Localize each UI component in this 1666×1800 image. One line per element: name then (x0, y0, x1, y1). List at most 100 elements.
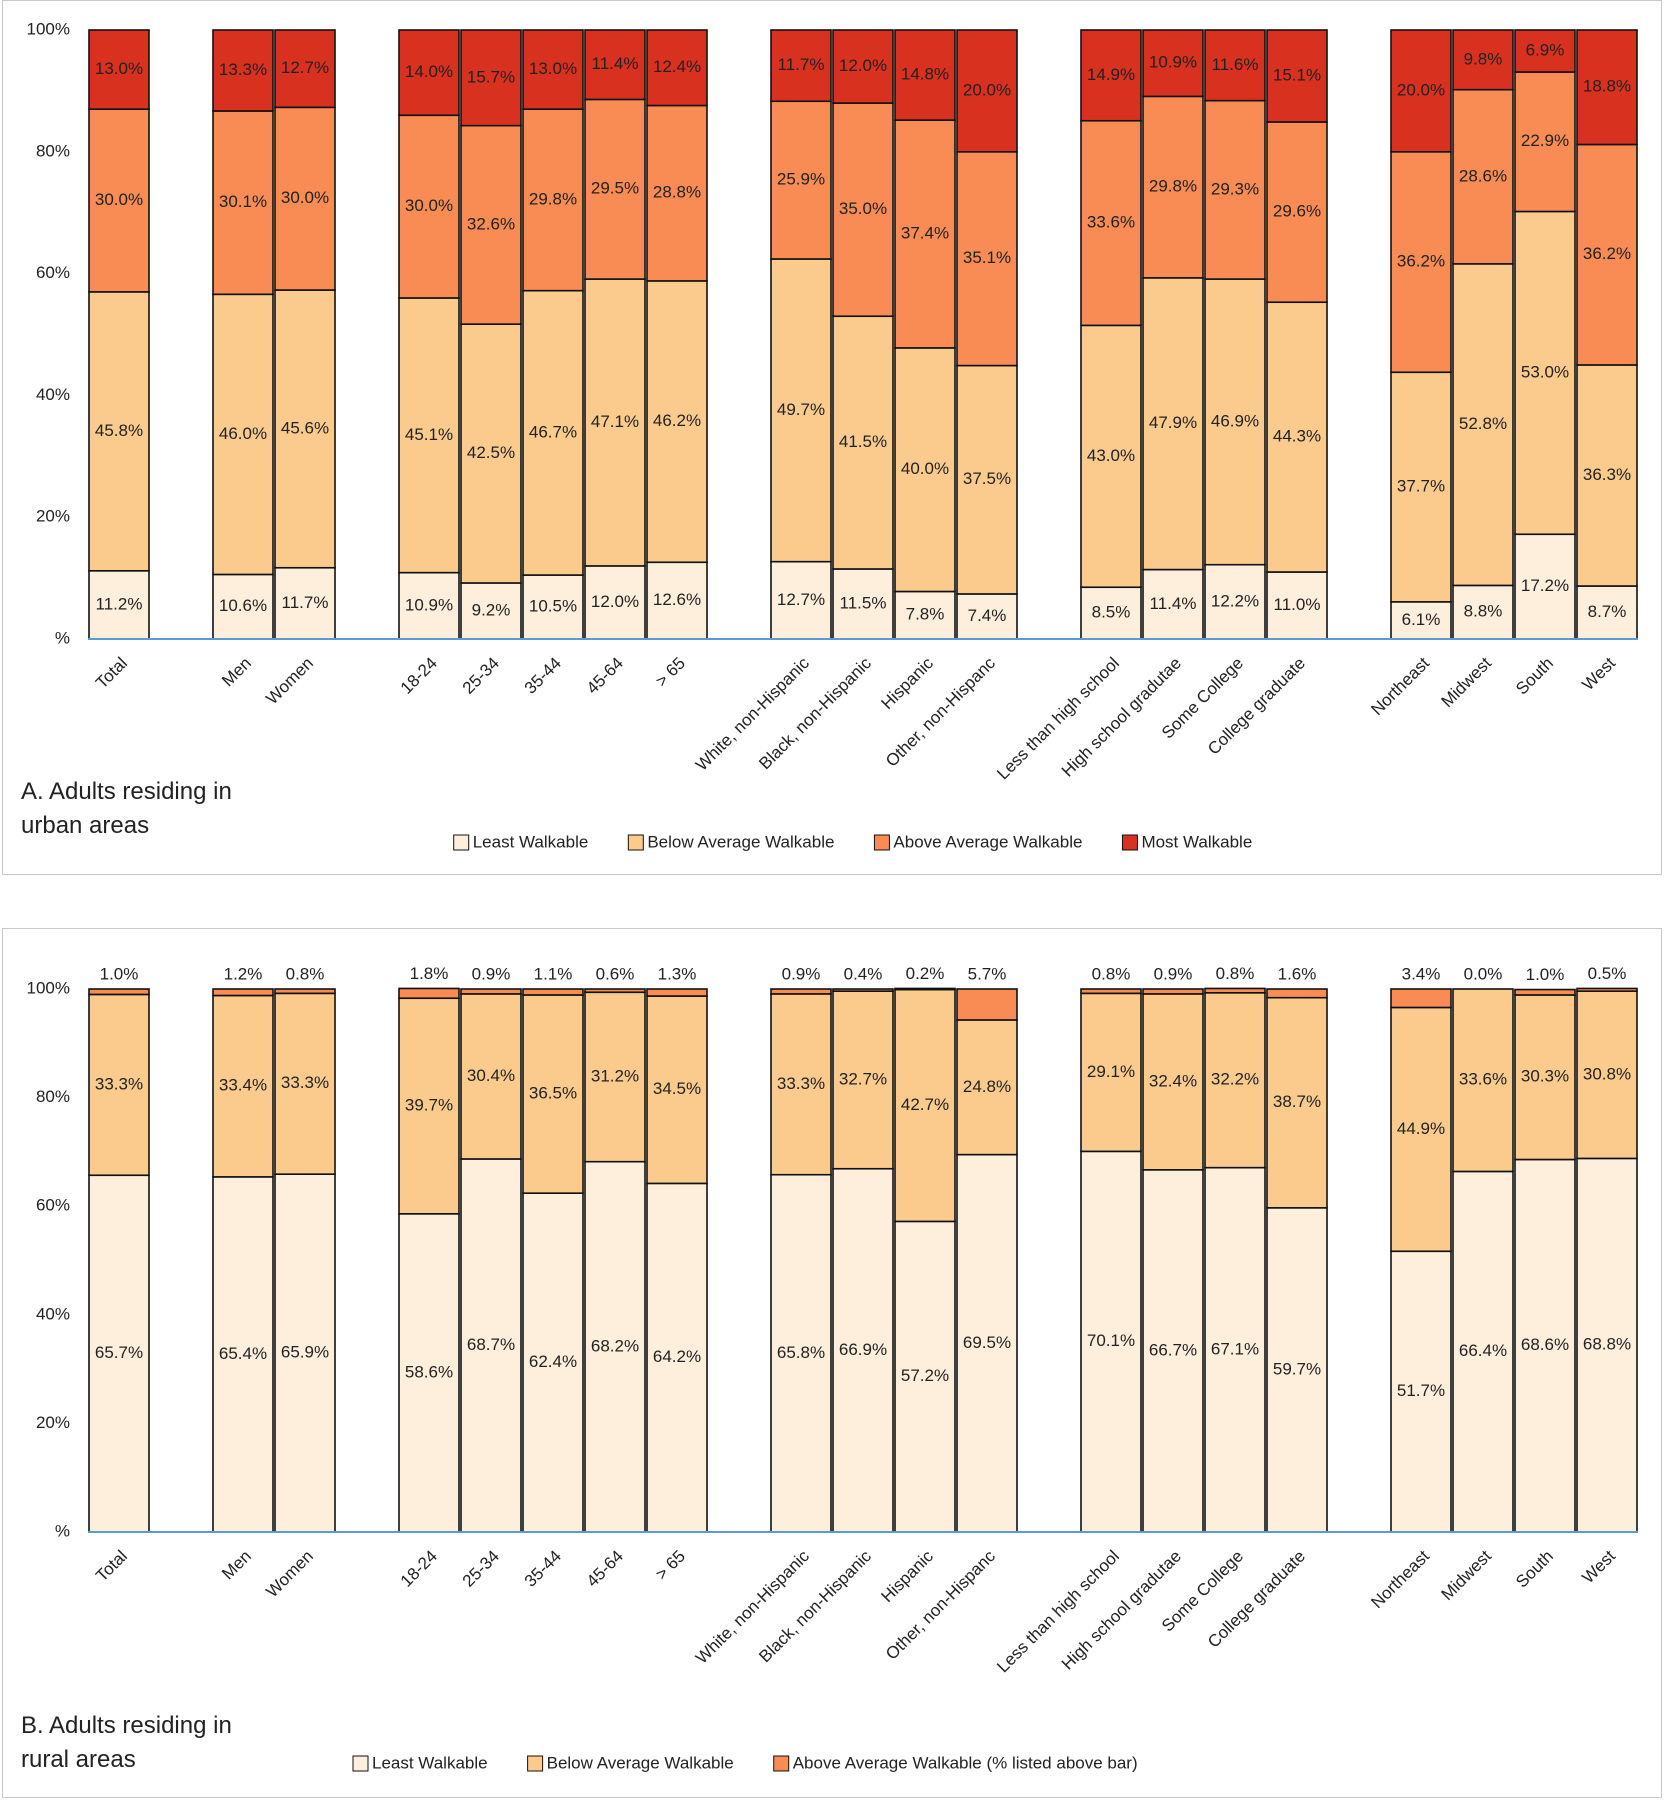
bar-segment (1390, 371, 1452, 603)
x-tick-label: 18-24 (397, 654, 441, 698)
value-label: 10.9% (405, 595, 453, 614)
x-tick-label: 18-24 (397, 1547, 441, 1591)
value-label: 47.9% (1149, 413, 1197, 432)
bar-segment (1514, 994, 1576, 1161)
value-label: 42.5% (467, 443, 515, 462)
legend-swatch (1121, 834, 1138, 851)
value-label: 1.2% (224, 964, 263, 983)
bar-segment (646, 280, 708, 564)
panel-rural: % 20% 40% 60% 80% 100% Total 65.7% 33.3% 1.0% Men 6… (2, 928, 1662, 1798)
value-label: 11.4% (1150, 594, 1197, 613)
value-label: 10.5% (529, 597, 577, 616)
x-tick-label: West (1578, 653, 1619, 694)
bar-segment (1266, 1207, 1328, 1533)
bar-segment (274, 992, 336, 1175)
legend-swatch (453, 834, 470, 851)
value-label: 46.9% (1211, 411, 1259, 430)
value-label: 22.9% (1521, 131, 1569, 150)
bar-segment (894, 988, 956, 1223)
bar-segment (212, 994, 274, 1178)
x-tick-label: 25-34 (459, 1547, 503, 1591)
value-label: 64.2% (653, 1347, 701, 1366)
x-tick-label: Men (218, 1547, 255, 1584)
value-label: 69.5% (963, 1333, 1011, 1352)
x-tick-label: West (1578, 1546, 1619, 1587)
value-label: 65.4% (219, 1344, 267, 1363)
value-label: 0.8% (1092, 964, 1131, 983)
bar-segment (522, 29, 584, 110)
value-label: 32.7% (839, 1069, 887, 1088)
value-label: 8.7% (1588, 602, 1627, 621)
y-tick-label: 40% (36, 385, 70, 404)
value-label: 6.9% (1526, 40, 1565, 59)
value-label: 0.5% (1588, 964, 1627, 983)
y-tick-label: 80% (36, 1087, 70, 1106)
value-label: 39.7% (405, 1096, 453, 1115)
value-label: 11.4% (592, 54, 639, 73)
bar-segment (646, 1182, 708, 1533)
x-tick-label: South (1512, 654, 1557, 699)
bar-segment (1142, 1169, 1204, 1533)
bar-segment (770, 993, 832, 1176)
value-label: 8.8% (1464, 602, 1503, 621)
y-tick-label: 60% (36, 263, 70, 282)
bar-segment (398, 987, 460, 1000)
value-label: 0.8% (1216, 964, 1255, 983)
value-label: 20.0% (1397, 80, 1445, 99)
bar-segment (88, 291, 150, 572)
bar-segment (1142, 95, 1204, 279)
value-label: 0.9% (1154, 964, 1193, 983)
legend-label: Most Walkable (1141, 832, 1252, 851)
bar-segment (584, 1160, 646, 1533)
value-label: 37.5% (963, 469, 1011, 488)
value-label: 14.0% (405, 62, 453, 81)
panel-urban: % 20% 40% 60% 80% 100% Total 11.2% 45.8% 30.0% 13.… (2, 0, 1662, 875)
y-tick-label: 100% (27, 19, 70, 38)
bar-segment (522, 574, 584, 640)
bar-segment (770, 100, 832, 260)
value-label: 46.2% (653, 411, 701, 430)
value-label: 65.7% (95, 1343, 143, 1362)
value-label: 12.7% (777, 590, 825, 609)
value-label: 11.6% (1212, 55, 1259, 74)
bar-segment (894, 29, 956, 121)
bar-segment (1266, 121, 1328, 304)
bar-segment (1576, 585, 1638, 640)
value-label: 40.0% (901, 459, 949, 478)
value-label: 45.6% (281, 418, 329, 437)
value-label: 15.1% (1273, 65, 1321, 84)
x-tick-label: Hispanic (877, 653, 937, 713)
value-label: 67.1% (1211, 1339, 1259, 1358)
bar-segment (646, 988, 708, 997)
value-label: 14.9% (1087, 65, 1135, 84)
value-label: 58.6% (405, 1362, 453, 1381)
legend-label: Below Average Walkable (647, 832, 834, 851)
x-tick-label: White, non-Hispanic (692, 653, 813, 774)
chart: % 20% 40% 60% 80% 100% Total 65.7% 33.3% 1.0% Men 6… (27, 964, 1638, 1772)
y-tick-label: 20% (36, 1413, 70, 1432)
bar-segment (88, 569, 150, 640)
bar-segment (212, 29, 274, 112)
x-tick-label: Less than high school (993, 654, 1123, 784)
bar-segment (1452, 29, 1514, 91)
chart-title: B. Adults residing in rural areas (21, 1712, 232, 1773)
value-label: 68.2% (591, 1336, 639, 1355)
value-label: 29.1% (1087, 1062, 1135, 1081)
value-label: 6.1% (1402, 610, 1441, 629)
y-tick-label: 60% (36, 1196, 70, 1215)
x-tick-label: Other, non-Hispanc (882, 1546, 999, 1663)
value-label: 3.4% (1402, 964, 1441, 983)
value-label: 66.4% (1459, 1341, 1507, 1360)
value-label: 52.8% (1459, 414, 1507, 433)
value-label: 33.3% (281, 1073, 329, 1092)
bar-segment (956, 593, 1018, 640)
value-label: 33.3% (95, 1074, 143, 1093)
value-label: 44.9% (1397, 1119, 1445, 1138)
value-label: 30.0% (405, 196, 453, 215)
value-label: 45.1% (405, 425, 453, 444)
bar-segment (460, 29, 522, 127)
bar-segment (1576, 1157, 1638, 1533)
value-label: 59.7% (1273, 1359, 1321, 1378)
value-label: 29.8% (1149, 177, 1197, 196)
